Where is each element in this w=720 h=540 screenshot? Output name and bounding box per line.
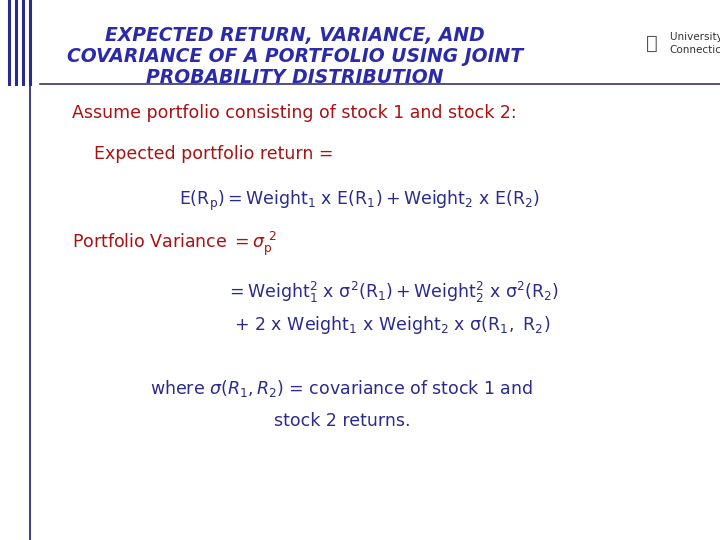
Text: stock 2 returns.: stock 2 returns. [274, 412, 410, 430]
Text: COVARIANCE OF A PORTFOLIO USING JOINT: COVARIANCE OF A PORTFOLIO USING JOINT [67, 47, 523, 66]
Text: Expected portfolio return =: Expected portfolio return = [94, 145, 333, 163]
Text: 🏛: 🏛 [646, 33, 657, 53]
Text: $\mathrm{=Weight_1^2 \ x \ \sigma^2(R_1) + Weight_2^2 \ x \ \sigma^2(R_2)}$: $\mathrm{=Weight_1^2 \ x \ \sigma^2(R_1)… [226, 280, 559, 305]
Text: Portfolio Variance $= \sigma_{\mathrm{p}}^{\ 2}$: Portfolio Variance $= \sigma_{\mathrm{p}… [72, 230, 277, 258]
Text: EXPECTED RETURN, VARIANCE, AND: EXPECTED RETURN, VARIANCE, AND [105, 26, 485, 45]
Text: $\mathrm{+ \ 2 \ x \ Weight_1 \ x \ Weight_2 \ x \ \sigma(R_1, \ R_2)}$: $\mathrm{+ \ 2 \ x \ Weight_1 \ x \ Weig… [234, 314, 551, 336]
Text: Assume portfolio consisting of stock 1 and stock 2:: Assume portfolio consisting of stock 1 a… [72, 104, 517, 123]
Text: where $\sigma(R_1, R_2)$ = covariance of stock 1 and: where $\sigma(R_1, R_2)$ = covariance of… [150, 379, 534, 399]
Text: PROBABILITY DISTRIBUTION: PROBABILITY DISTRIBUTION [146, 68, 444, 87]
Text: $\mathrm{E(R_p) = Weight_1 \ x \ E(R_1) + Weight_2 \ x \ E(R_2)}$: $\mathrm{E(R_p) = Weight_1 \ x \ E(R_1) … [179, 189, 541, 213]
Text: University of
Connecticut: University of Connecticut [670, 32, 720, 55]
